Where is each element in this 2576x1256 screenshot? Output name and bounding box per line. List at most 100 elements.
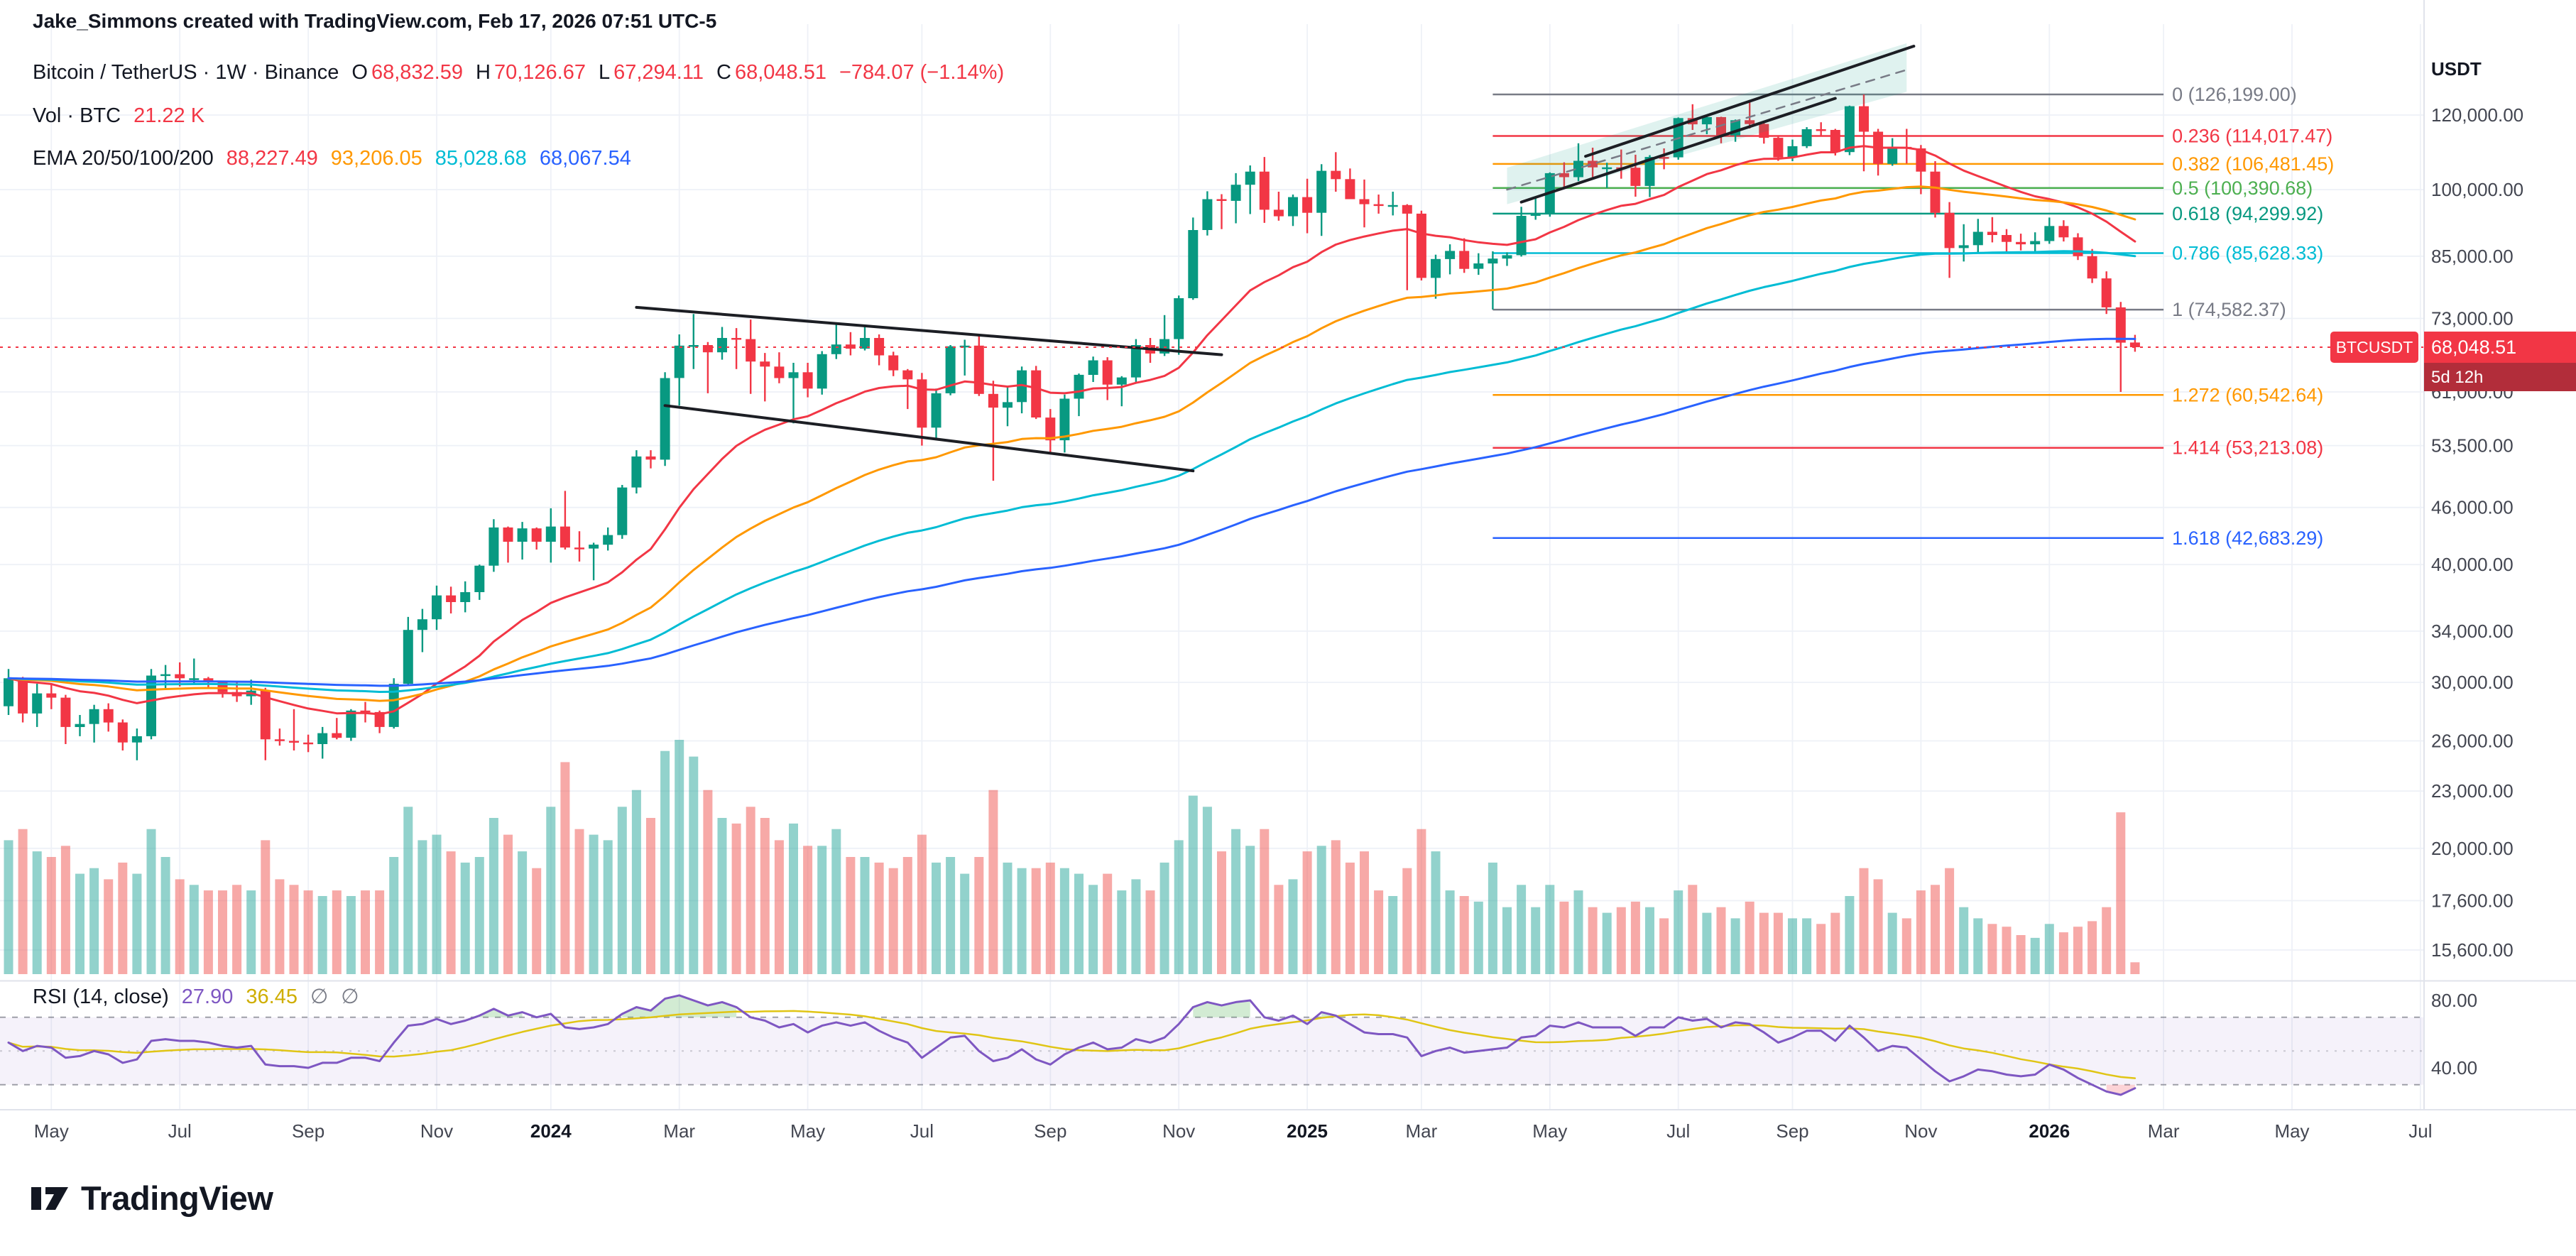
volume-bar [789, 823, 798, 974]
volume-bar [4, 840, 13, 974]
fib-retracement: 0 (126,199.00) 0.236 (114,017.47) 0.382 (1… [1492, 84, 2334, 549]
volume-bar [646, 818, 655, 974]
volume-bar [803, 846, 813, 974]
price-axis[interactable]: USDT 120,000.00 100,000.00 85,000.00 73,000.… [2431, 58, 2523, 1078]
fib-level-label: 0.236 (114,017.47) [2172, 125, 2332, 146]
volume-bar [503, 834, 513, 974]
candle-body [189, 678, 200, 680]
volume-bar [89, 868, 99, 974]
volume-bar [2058, 932, 2068, 974]
price-tick-label: 46,000.00 [2431, 497, 2514, 518]
ema-legend-row[interactable]: EMA 20/50/100/200 88,227.49 93,206.05 85… [33, 147, 631, 170]
time-axis[interactable]: May Jul Sep Nov 2024 Mar May Jul Sep Nov 2025 Mar Ma… [34, 1120, 2433, 1142]
candle-body [702, 345, 713, 353]
candle-body [1630, 168, 1641, 186]
candle-body [4, 678, 13, 706]
volume-legend-row[interactable]: Vol · BTC 21.22 K [33, 104, 204, 128]
countdown-text: 5d 12h [2431, 368, 2483, 387]
volume-bar [675, 740, 684, 974]
candle-body [432, 595, 442, 620]
candle-body [332, 733, 342, 738]
rsi-legend-row[interactable]: RSI (14, close) 27.90 36.45 ∅ ∅ [33, 984, 359, 1009]
price-axis-currency: USDT [2431, 58, 2482, 80]
candle-body [274, 739, 285, 741]
candle-body [603, 535, 613, 545]
volume-bar [932, 862, 941, 974]
volume-bar [60, 846, 70, 974]
candle-body [1088, 360, 1098, 375]
volume-bar [617, 807, 627, 974]
volume-bar [1445, 890, 1455, 974]
candle-body [289, 741, 299, 743]
candle-body [203, 678, 214, 682]
candle-body [1516, 216, 1527, 256]
price-tick-label: 73,000.00 [2431, 307, 2514, 329]
volume-bar [974, 857, 984, 974]
price-tick-label: 120,000.00 [2431, 104, 2523, 126]
volume-bar [1374, 890, 1384, 974]
candle-body [1844, 106, 1855, 153]
time-tick-label: Jul [2408, 1120, 2432, 1142]
ohlc-low: L 67,294.11 [599, 61, 704, 84]
symbol-legend-row[interactable]: Bitcoin / TetherUS · 1W · Binance O 68,8… [33, 61, 1004, 84]
volume-bar [1887, 912, 1897, 974]
candle-body [317, 733, 328, 744]
time-tick-label: Mar [1406, 1120, 1438, 1142]
fib-level-label: 0.786 (85,628.33) [2172, 243, 2323, 264]
volume-bar [731, 823, 741, 974]
price-tick-label: 20,000.00 [2431, 838, 2514, 859]
volume-bar [560, 762, 570, 974]
volume-bar [1688, 885, 1698, 974]
last-price-badge: BTCUSDT 68,048.51 5d 12h [2330, 332, 2576, 391]
candle-body [1116, 377, 1127, 385]
drawings [635, 43, 1916, 473]
volume-bar [2087, 921, 2097, 974]
tradingview-logo-text: TradingView [81, 1179, 273, 1217]
attribution-text: Jake_Simmons created with TradingView.co… [33, 10, 717, 32]
candle-body [1573, 160, 1583, 178]
volume-bar [218, 890, 227, 974]
time-tick-label: Nov [1162, 1120, 1195, 1142]
candle-body [1972, 231, 1983, 246]
candle-body [589, 545, 599, 549]
volume-bar [1987, 924, 1997, 974]
candle-body [503, 527, 513, 542]
candle-body [1373, 204, 1384, 207]
candle-body [1830, 130, 1840, 153]
candle-body [303, 742, 314, 745]
volume-bar [546, 807, 556, 974]
time-tick-label: May [790, 1120, 825, 1142]
tradingview-logo[interactable]: TradingView [31, 1179, 273, 1218]
candle-body [931, 393, 942, 428]
fib-level-label: 0 (126,199.00) [2172, 84, 2297, 105]
volume-bar [332, 890, 342, 974]
candle-body [1216, 199, 1227, 201]
volume-bar [1959, 907, 1969, 974]
price-tick-label: 53,500.00 [2431, 435, 2514, 457]
candle-body [1787, 146, 1798, 158]
time-tick-label: Jul [910, 1120, 934, 1142]
volume-bar [1402, 868, 1412, 974]
candle-body [460, 592, 471, 602]
candle-body [2030, 241, 2041, 245]
volume-bar [1245, 846, 1255, 974]
candle-body [802, 372, 813, 389]
countdown-bg [2424, 363, 2576, 391]
candle-body [1987, 231, 1997, 235]
volume-bar [1901, 918, 1911, 974]
candle-body [1530, 213, 1541, 216]
volume-bar [1045, 862, 1055, 974]
candlestick-series [4, 94, 2140, 760]
volume-bar [1931, 885, 1940, 974]
time-tick-label: Mar [2148, 1120, 2180, 1142]
candle-body [2002, 235, 2012, 242]
volume-bar [2102, 907, 2112, 974]
ohlc-high-label: H [476, 61, 491, 84]
time-tick-label: 2024 [530, 1120, 572, 1142]
ema-lines [7, 145, 2136, 716]
volume-bar [1816, 924, 1826, 974]
time-tick-label: Jul [168, 1120, 192, 1142]
volume-bar [275, 879, 285, 974]
candle-body [1017, 370, 1027, 403]
